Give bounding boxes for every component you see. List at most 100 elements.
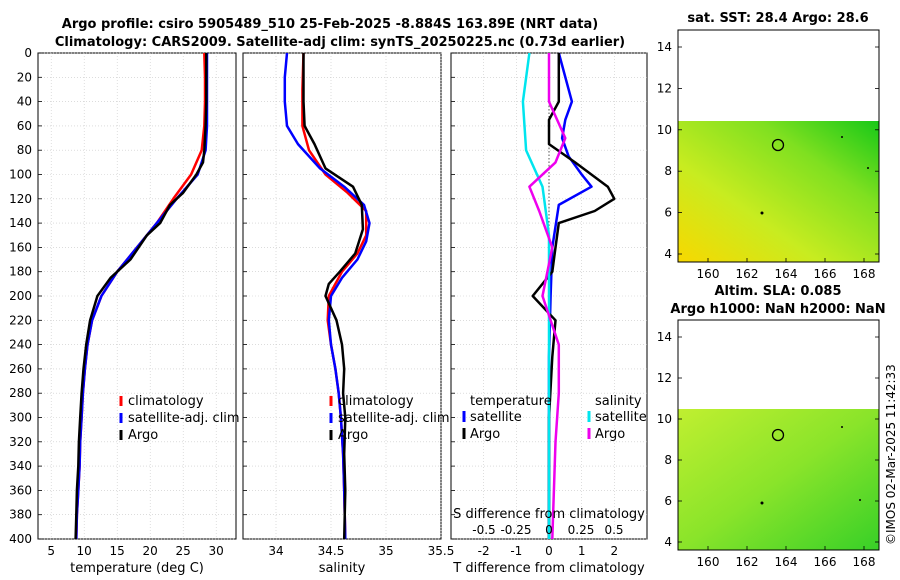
x-tick-label: 5 bbox=[47, 544, 55, 558]
legend-header-salinity: salinity bbox=[595, 394, 642, 409]
land-speck bbox=[760, 211, 764, 215]
s-diff-tick-label: -0.25 bbox=[500, 523, 531, 537]
y-tick-label: 380 bbox=[9, 508, 32, 522]
legend-label-satellite-clim: satellite-adj. clim bbox=[338, 411, 450, 426]
legend-label-temperature-satellite: satellite bbox=[470, 410, 522, 425]
series-satellite-adj-clim bbox=[283, 52, 371, 540]
y-tick-label: 60 bbox=[17, 119, 32, 133]
series-salinity-argo bbox=[528, 53, 567, 540]
y-tick-label: 300 bbox=[9, 411, 32, 425]
y-tick-label: 80 bbox=[17, 143, 32, 157]
legend-label-argo: Argo bbox=[128, 428, 158, 443]
x-tick-label: 0 bbox=[545, 544, 553, 558]
t-difference-xlabel: T difference from climatology bbox=[452, 561, 645, 576]
sst-map-title: sat. SST: 28.4 Argo: 28.6 bbox=[687, 11, 868, 26]
map-x-tick-label: 166 bbox=[814, 267, 837, 281]
s-diff-tick-label: 0.25 bbox=[568, 523, 595, 537]
x-tick-label: 10 bbox=[77, 544, 92, 558]
map-x-tick-label: 164 bbox=[775, 267, 798, 281]
s-difference-label: S difference from climatology bbox=[453, 507, 645, 522]
argo-location-marker bbox=[771, 428, 785, 442]
temperature-panel: 0 20 40 60 80 100 120 140 160 180 200 220 240 260 280 3… bbox=[9, 46, 240, 576]
sla-field bbox=[678, 409, 879, 550]
map-x-tick-label: 166 bbox=[814, 555, 837, 569]
map-x-tick-label: 168 bbox=[853, 555, 876, 569]
legend-label-salinity-argo: Argo bbox=[595, 427, 625, 442]
land-speck bbox=[859, 499, 861, 501]
series-temperature-argo bbox=[531, 53, 616, 539]
temperature-legend: climatology satellite-adj. clim Argo bbox=[119, 394, 240, 443]
sst-map: sat. SST: 28.4 Argo: 28.6 14 12 10 8 6 4 160 16… bbox=[657, 11, 880, 281]
y-tick-label: 360 bbox=[9, 483, 32, 497]
sla-map-title-line1: Altim. SLA: 0.085 bbox=[715, 284, 842, 299]
legend-header-temperature: temperature bbox=[470, 394, 552, 409]
sst-field bbox=[678, 121, 879, 262]
main-title-line1: Argo profile: csiro 5905489_510 25-Feb-2… bbox=[62, 17, 598, 32]
x-tick-label: 34 bbox=[268, 544, 283, 558]
y-tick-label: 140 bbox=[9, 216, 32, 230]
y-tick-label: 400 bbox=[9, 532, 32, 546]
salinity-panel: 34 34.5 35 35.5 salinity climatology satell… bbox=[242, 52, 455, 576]
series-argo bbox=[74, 53, 208, 540]
legend-label-temperature-argo: Argo bbox=[470, 427, 500, 442]
x-tick-label: 2 bbox=[611, 544, 619, 558]
y-tick-label: 240 bbox=[9, 338, 32, 352]
difference-panel: -2 -1 0 1 2 T difference from climatology S … bbox=[450, 52, 648, 576]
x-tick-label: 30 bbox=[209, 544, 224, 558]
legend-label-salinity-satellite: satellite bbox=[595, 410, 647, 425]
y-tick-label: 340 bbox=[9, 459, 32, 473]
map-x-tick-label: 160 bbox=[697, 267, 720, 281]
map-y-tick-label: 4 bbox=[664, 535, 672, 549]
x-tick-label: -1 bbox=[510, 544, 522, 558]
y-tick-label: 160 bbox=[9, 240, 32, 254]
legend-label-satellite-clim: satellite-adj. clim bbox=[128, 411, 240, 426]
land-speck bbox=[867, 167, 869, 169]
land-speck bbox=[841, 426, 843, 428]
x-tick-label: -2 bbox=[478, 544, 490, 558]
map-x-tick-label: 162 bbox=[736, 267, 759, 281]
map-y-tick-label: 6 bbox=[664, 494, 672, 508]
y-tick-label: 220 bbox=[9, 313, 32, 327]
x-tick-label: 1 bbox=[578, 544, 586, 558]
main-title-line2: Climatology: CARS2009. Satellite-adj cli… bbox=[55, 35, 625, 50]
map-y-tick-label: 6 bbox=[664, 206, 672, 220]
s-diff-tick-label: 0.5 bbox=[604, 523, 623, 537]
s-difference-ticks: -0.5 -0.25 0 0.25 0.5 bbox=[472, 523, 623, 537]
x-tick-label: 35 bbox=[378, 544, 393, 558]
map-y-tick-label: 12 bbox=[657, 371, 672, 385]
map-y-tick-label: 14 bbox=[657, 330, 672, 344]
sla-map: Altim. SLA: 0.085 Argo h1000: NaN h2000:… bbox=[657, 284, 886, 569]
y-tick-label: 280 bbox=[9, 386, 32, 400]
map-y-tick-label: 8 bbox=[664, 453, 672, 467]
legend-label-climatology: climatology bbox=[338, 394, 414, 409]
y-tick-label: 260 bbox=[9, 362, 32, 376]
series-salinity-satellite bbox=[521, 52, 551, 539]
map-y-tick-label: 10 bbox=[657, 123, 672, 137]
y-tick-label: 100 bbox=[9, 168, 32, 182]
map-y-tick-label: 12 bbox=[657, 81, 672, 95]
imos-timestamp: ©IMOS 02-Mar-2025 11:42:33 bbox=[884, 364, 898, 545]
y-tick-label: 40 bbox=[17, 95, 32, 109]
y-tick-label: 120 bbox=[9, 192, 32, 206]
y-tick-label: 20 bbox=[17, 70, 32, 84]
x-tick-label: 35.5 bbox=[428, 544, 455, 558]
land-speck bbox=[760, 501, 764, 505]
salinity-xlabel: salinity bbox=[319, 561, 366, 576]
series-satellite-adj-clim bbox=[75, 53, 209, 540]
salinity-legend: climatology satellite-adj. clim Argo bbox=[329, 394, 450, 443]
y-tick-label: 0 bbox=[24, 46, 32, 60]
land-speck bbox=[841, 136, 843, 138]
map-y-tick-label: 14 bbox=[657, 40, 672, 54]
y-tick-label: 180 bbox=[9, 265, 32, 279]
map-y-tick-label: 8 bbox=[664, 164, 672, 178]
x-tick-label: 34.5 bbox=[318, 544, 345, 558]
map-x-tick-label: 162 bbox=[736, 555, 759, 569]
sla-map-title-line2: Argo h1000: NaN h2000: NaN bbox=[670, 302, 885, 317]
s-diff-tick-label: 0 bbox=[545, 523, 553, 537]
map-x-tick-label: 164 bbox=[775, 555, 798, 569]
s-diff-tick-label: -0.5 bbox=[472, 523, 495, 537]
x-tick-label: 15 bbox=[110, 544, 125, 558]
temperature-xlabel: temperature (deg C) bbox=[70, 561, 204, 576]
map-x-tick-label: 168 bbox=[853, 267, 876, 281]
